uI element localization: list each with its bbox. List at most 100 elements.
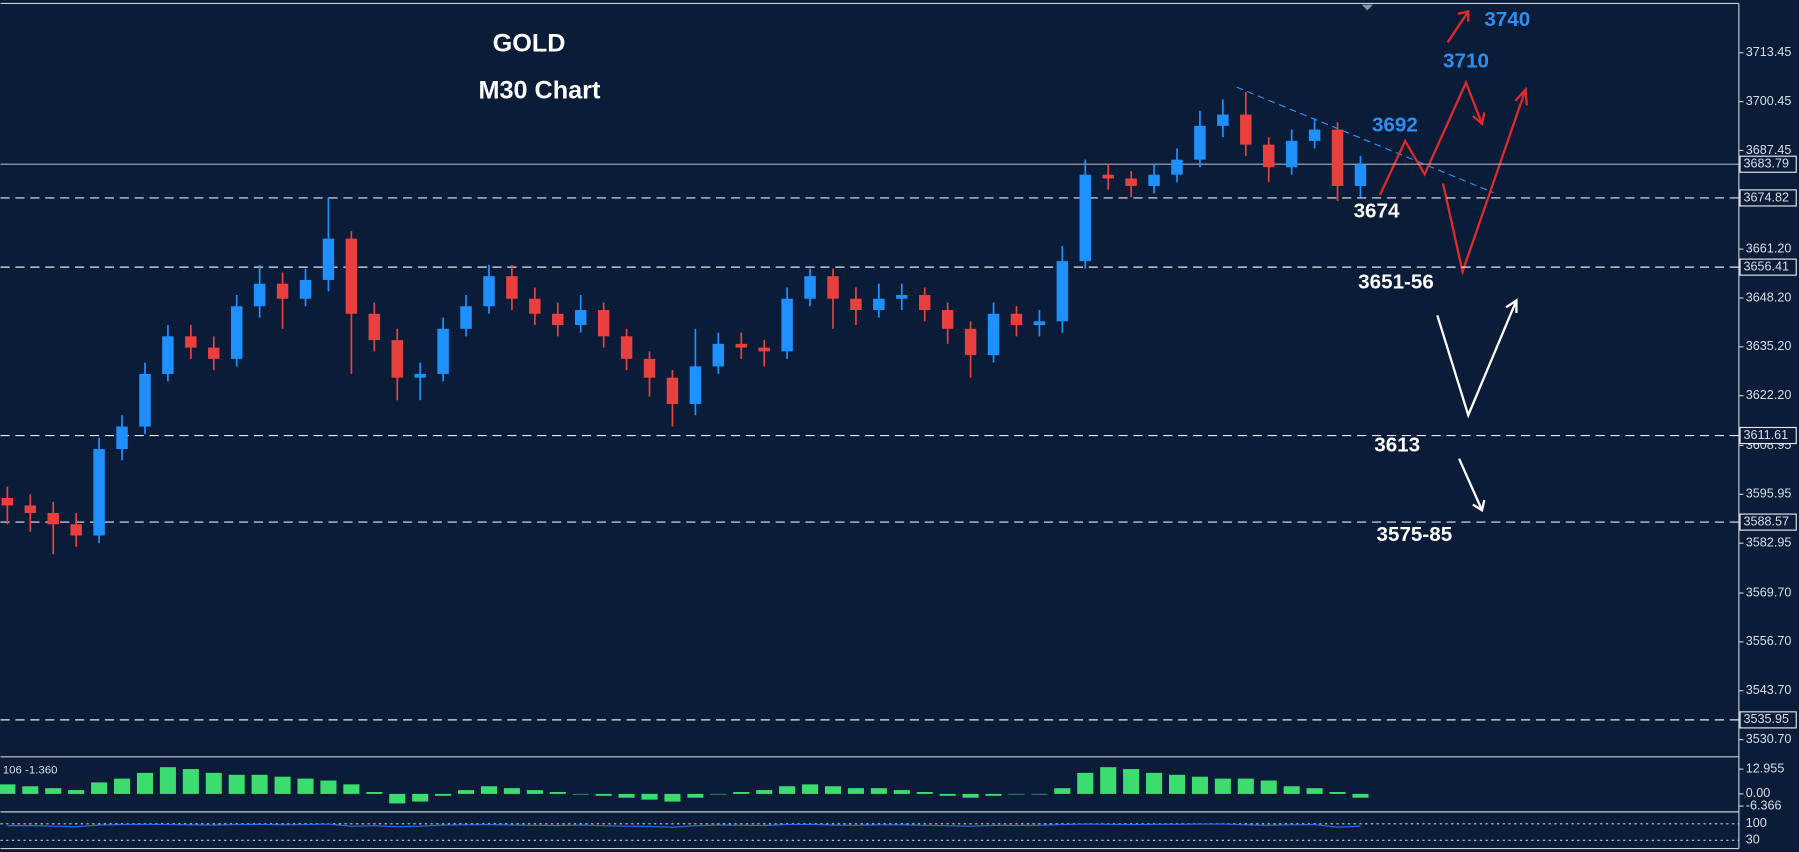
candle-body	[689, 366, 702, 404]
annotation: 3613	[1374, 434, 1420, 457]
annotation: 3740	[1484, 8, 1530, 31]
candle-body	[620, 336, 633, 359]
macd-bar	[1329, 791, 1346, 794]
candle-body	[941, 310, 954, 329]
current-price-label: 3683.79	[1743, 157, 1789, 171]
macd-bar	[114, 778, 131, 794]
candle-body	[918, 294, 931, 311]
level-box	[1739, 513, 1797, 531]
level-box	[1739, 426, 1797, 445]
macd-bar	[503, 788, 520, 794]
rsi-tick-label: 30	[1746, 833, 1760, 847]
candle-body	[185, 336, 197, 348]
macd-bar	[1123, 769, 1140, 794]
macd-bar	[824, 786, 842, 794]
macd-bar	[1237, 778, 1254, 794]
level-label: 3611.61	[1743, 428, 1788, 442]
candle-body	[827, 276, 839, 299]
macd-bar	[91, 782, 108, 794]
macd-bar	[274, 776, 291, 794]
macd-bar	[480, 786, 498, 794]
annotation: 3575-85	[1377, 523, 1453, 546]
macd-bar	[182, 769, 199, 794]
macd-bar	[297, 778, 314, 794]
bull-path	[1378, 10, 1528, 276]
candle-body	[643, 358, 656, 378]
candle-body	[322, 238, 335, 280]
candle-body	[964, 328, 977, 356]
y-tick-label: 3595.95	[1746, 487, 1792, 501]
candle-body	[735, 343, 747, 348]
candle-body	[1354, 164, 1367, 186]
y-tick-label: 3622.20	[1746, 388, 1792, 402]
macd-bar	[870, 788, 887, 794]
trend-line	[1236, 86, 1494, 194]
macd-bar	[1008, 793, 1025, 795]
candle-body	[24, 505, 37, 513]
macd-bar	[1031, 793, 1048, 795]
candle-body	[666, 377, 679, 404]
macd-bar	[320, 780, 337, 794]
y-tick-label: 3543.70	[1746, 683, 1792, 697]
y-tick-label: 3556.70	[1746, 634, 1792, 648]
macd-bar	[1260, 780, 1277, 794]
level-box	[1739, 189, 1797, 207]
candle-body	[1033, 321, 1046, 326]
macd-bar	[435, 793, 452, 796]
y-tick-label: 3569.70	[1746, 585, 1792, 599]
candle-body	[368, 313, 381, 341]
macd-bar	[412, 793, 429, 802]
y-tick-label: 3648.20	[1746, 290, 1792, 304]
macd-bar	[962, 793, 979, 798]
candle-body	[208, 347, 220, 359]
candle-body	[1102, 174, 1114, 179]
macd-bar	[710, 793, 727, 795]
macd-tick-label: 12.955	[1746, 761, 1785, 775]
candle-body	[506, 276, 518, 299]
level-label: 3674.82	[1743, 190, 1789, 204]
candle-body	[1171, 159, 1183, 175]
macd-bar	[1214, 778, 1231, 794]
candle-body	[437, 328, 449, 374]
macd-bar	[526, 790, 543, 794]
macd-bar	[664, 793, 681, 802]
macd-bar	[205, 772, 222, 794]
macd-label: 106 -1.360	[3, 765, 58, 777]
y-tick-label: 3530.70	[1746, 732, 1792, 746]
macd-bar	[595, 793, 612, 796]
candle-body	[483, 276, 495, 307]
candle-body	[1240, 114, 1252, 145]
candle-body	[1148, 174, 1160, 186]
macd-bar	[343, 784, 360, 794]
macd-bar	[251, 774, 268, 794]
y-tick-label: 3635.20	[1746, 339, 1792, 353]
level-box	[1739, 258, 1797, 276]
candle-body	[299, 279, 312, 299]
macd-bar	[687, 793, 704, 798]
candle-body	[529, 298, 541, 314]
candle-body	[1125, 178, 1137, 186]
macd-tick-label: 0.00	[1746, 786, 1771, 800]
candle-body	[574, 310, 587, 326]
candle-body	[1285, 140, 1298, 168]
macd-bar	[549, 791, 566, 794]
candle-body	[253, 283, 266, 307]
candle-body	[1056, 261, 1069, 322]
macd-bar	[68, 790, 85, 794]
macd-bar	[779, 786, 796, 794]
candle-body	[1010, 313, 1023, 326]
candle-body	[896, 294, 908, 299]
macd-bar	[847, 788, 864, 794]
macd-bar	[1191, 776, 1208, 794]
candle-body	[781, 298, 793, 352]
candle-body	[93, 449, 105, 536]
candle-body	[804, 276, 816, 299]
candle-body	[1263, 144, 1275, 168]
rsi-line	[7, 823, 1361, 828]
macd-bar	[1146, 772, 1163, 794]
macd-tick-label: -6.366	[1746, 798, 1782, 812]
level-label: 3588.57	[1743, 514, 1789, 528]
y-tick-label: 3713.45	[1746, 45, 1792, 59]
candle-body	[345, 238, 358, 314]
